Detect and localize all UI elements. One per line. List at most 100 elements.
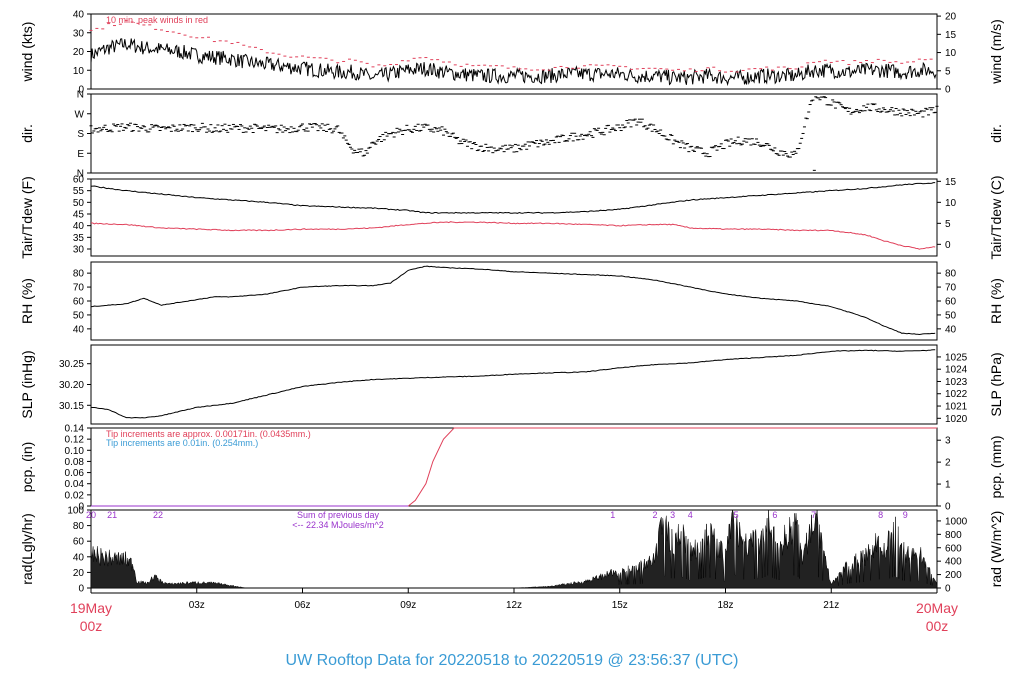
- end-time-label: 00z: [926, 618, 949, 634]
- y2-axis-label: RH (%): [988, 278, 1004, 324]
- y-tick-label: 0.14: [65, 424, 85, 435]
- y-axis-label: RH (%): [19, 278, 35, 324]
- y2-tick-label: 3: [945, 436, 951, 447]
- y2-tick-label: 40: [945, 324, 957, 335]
- series-SLP: [90, 349, 936, 419]
- y-tick-label: 70: [73, 283, 85, 294]
- y2-tick-label: 1: [945, 480, 951, 491]
- y-tick-label: 40: [73, 324, 85, 335]
- y2-tick-label: 1022: [945, 389, 968, 400]
- x-tick-label: 15z: [612, 600, 628, 611]
- y-tick-label: 0: [78, 584, 84, 595]
- panel-frame: [90, 13, 938, 90]
- y2-tick-label: 15: [945, 30, 957, 41]
- y2-tick-label: 70: [945, 283, 957, 294]
- panel-annotation: 10 min. peak winds in red: [106, 15, 208, 25]
- series-Tair: [90, 182, 936, 214]
- y-tick-label: 0.10: [65, 446, 85, 457]
- panel-annotation: Tip increments are 0.01in. (0.254mm.): [106, 438, 258, 448]
- y-tick-label: 30: [73, 28, 85, 39]
- y-tick-label: 30: [73, 245, 85, 256]
- y-tick-label: N: [77, 90, 84, 101]
- panel-rh: RH (%) RH (%) 40 50 60 70 80 40 50 60 70 80: [19, 261, 1004, 341]
- y2-tick-label: 600: [945, 543, 962, 554]
- y-axis-label: Tair/Tdew (F): [19, 176, 35, 258]
- x-tick-label: 21z: [823, 600, 839, 611]
- y-axis-label: pcp. (in): [19, 442, 35, 493]
- y-tick-label: 0.02: [65, 490, 85, 501]
- x-tick-label: 06z: [294, 600, 310, 611]
- hour-label: 20: [86, 510, 96, 520]
- y-tick-label: 20: [73, 568, 85, 579]
- y-tick-label: 30.25: [59, 359, 84, 370]
- hour-label: 4: [688, 510, 693, 520]
- chart-panels: wind (kts) wind (m/s)0102030400510152010 …: [19, 10, 1004, 595]
- y2-tick-label: 200: [945, 570, 962, 581]
- hour-label: 1: [610, 510, 615, 520]
- x-tick-label: 12z: [506, 600, 522, 611]
- hour-label: 2: [652, 510, 657, 520]
- panel-pcp: pcp. (in) pcp. (mm)00.020.040.060.080.100…: [19, 424, 1004, 513]
- y2-tick-label: 1023: [945, 377, 968, 388]
- y-tick-label: 0.04: [65, 479, 85, 490]
- hour-label: 9: [903, 510, 908, 520]
- y-tick-label: N: [77, 169, 84, 180]
- y2-tick-label: 1021: [945, 402, 968, 413]
- y-tick-label: 45: [73, 210, 85, 221]
- panel-rad: rad(Lgly/hr) rad (W/m^2)02040608010002004…: [19, 506, 1004, 595]
- series-wind: [90, 38, 937, 87]
- y-tick-label: E: [77, 149, 84, 160]
- y2-tick-label: 1020: [945, 414, 968, 425]
- y-tick-label: W: [75, 109, 85, 120]
- y-tick-label: 0.12: [65, 435, 85, 446]
- y-tick-label: 50: [73, 310, 85, 321]
- y-tick-label: 60: [73, 537, 85, 548]
- x-tick-label: 09z: [400, 600, 416, 611]
- sum-value-label: <-- 22.34 MJoules/m^2: [292, 520, 384, 530]
- y2-tick-label: 15: [945, 177, 957, 188]
- y-tick-label: S: [77, 129, 84, 140]
- hour-label: 5: [734, 510, 739, 520]
- y2-tick-label: 0: [945, 502, 951, 513]
- y-tick-label: 10: [73, 66, 85, 77]
- y-tick-label: 100: [67, 506, 84, 517]
- y-axis-label: rad(Lgly/hr): [19, 513, 35, 585]
- y-tick-label: 0: [78, 502, 84, 513]
- y2-axis-label: rad (W/m^2): [988, 511, 1004, 588]
- hour-label: 8: [878, 510, 883, 520]
- y-tick-label: 40: [73, 10, 85, 21]
- panel-frame: [90, 344, 938, 425]
- y2-tick-label: 20: [945, 12, 957, 23]
- y2-tick-label: 10: [945, 48, 957, 59]
- y-tick-label: 35: [73, 233, 85, 244]
- y-tick-label: 80: [73, 269, 85, 280]
- sum-label: Sum of previous day: [297, 510, 380, 520]
- y2-tick-label: 800: [945, 530, 962, 541]
- y-axis-label: SLP (inHg): [19, 350, 35, 418]
- y2-tick-label: 80: [945, 269, 957, 280]
- panel-frame: [90, 178, 938, 257]
- panel-slp: SLP (inHg) SLP (hPa)30.1530.2030.25102010…: [19, 344, 1004, 425]
- y2-tick-label: 5: [945, 219, 951, 230]
- hour-label: 22: [153, 510, 163, 520]
- x-tick-label: 03z: [189, 600, 205, 611]
- y2-tick-label: 5: [945, 66, 951, 77]
- y2-tick-label: 400: [945, 557, 962, 568]
- y-tick-label: 60: [73, 297, 85, 308]
- series-pcp-approx: [91, 427, 937, 507]
- hour-label: 21: [107, 510, 117, 520]
- end-date-label: 20May: [916, 600, 958, 616]
- y-tick-label: 50: [73, 198, 85, 209]
- y2-axis-label: dir.: [988, 124, 1004, 143]
- y-tick-label: 60: [73, 175, 85, 186]
- hour-label: 7: [811, 510, 816, 520]
- x-axis: 19May 00z 20May 00z 03z 06z 09z 12z 15z 18z 21…: [70, 588, 958, 634]
- series-dir: [89, 96, 939, 171]
- y-tick-label: 0.06: [65, 468, 85, 479]
- start-time-label: 00z: [80, 618, 103, 634]
- y-axis-label: dir.: [19, 124, 35, 143]
- y2-axis-label: pcp. (mm): [988, 436, 1004, 499]
- panel-temp: Tair/Tdew (F) Tair/Tdew (C)30354045505560…: [19, 175, 1004, 260]
